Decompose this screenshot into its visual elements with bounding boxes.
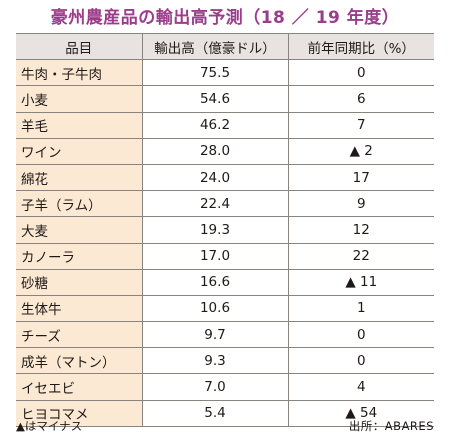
yoy-change-cell: 1 — [287, 294, 434, 323]
item-name-cell: 綿花 — [16, 163, 142, 192]
yoy-change-cell: ▲ 2 — [287, 137, 434, 165]
item-name-cell: カノーラ — [16, 242, 142, 270]
table-row: 小麦 54.6 6 — [16, 85, 434, 113]
export-value-cell: 9.3 — [141, 347, 288, 375]
yoy-change-cell: 22 — [287, 242, 434, 270]
item-name-cell: チーズ — [16, 321, 142, 349]
export-value-cell: 75.5 — [141, 59, 288, 87]
table-row: ヒヨコマメ 5.4 ▲ 54 — [16, 399, 434, 427]
export-value-cell: 5.4 — [141, 399, 288, 427]
yoy-change-cell: ▲ 11 — [287, 268, 434, 296]
export-value-cell: 24.0 — [141, 163, 288, 192]
export-value-cell: 54.6 — [141, 85, 288, 113]
table-row: 羊毛 46.2 7 — [16, 111, 434, 139]
column-header-item: 品目 — [16, 32, 142, 61]
yoy-change-cell: 6 — [287, 85, 434, 113]
export-value-cell: 22.4 — [141, 190, 288, 218]
page-title: 豪州農産品の輸出高予測（18 ／ 19 年度） — [50, 8, 400, 28]
table-header-row: 品目 輸出高（億豪ドル） 前年同期比（%） — [16, 32, 434, 61]
column-header-yoy-change: 前年同期比（%） — [287, 32, 434, 61]
table-row: 子羊（ラム） 22.4 9 — [16, 190, 434, 218]
item-name-cell: ワイン — [16, 137, 142, 165]
item-name-cell: 砂糖 — [16, 268, 142, 296]
table-row: 牛肉・子牛肉 75.5 0 — [16, 59, 434, 87]
yoy-change-cell: 9 — [287, 190, 434, 218]
item-name-cell: 牛肉・子牛肉 — [16, 59, 142, 87]
yoy-change-cell: ▲ 54 — [287, 399, 434, 427]
item-name-cell: 小麦 — [16, 85, 142, 113]
table-row: ワイン 28.0 ▲ 2 — [16, 137, 434, 165]
yoy-change-cell: 12 — [287, 216, 434, 244]
yoy-change-cell: 0 — [287, 321, 434, 349]
yoy-change-cell: 0 — [287, 59, 434, 87]
table-row: チーズ 9.7 0 — [16, 321, 434, 349]
item-name-cell: 成羊（マトン） — [16, 347, 142, 375]
column-header-export-value: 輸出高（億豪ドル） — [141, 32, 288, 61]
table-row: カノーラ 17.0 22 — [16, 242, 434, 270]
minus-note: ▲はマイナス — [16, 419, 83, 433]
yoy-change-cell: 0 — [287, 347, 434, 375]
export-value-cell: 16.6 — [141, 268, 288, 296]
table-row: 綿花 24.0 17 — [16, 163, 434, 192]
yoy-change-cell: 7 — [287, 111, 434, 139]
table-row: 成羊（マトン） 9.3 0 — [16, 347, 434, 375]
export-forecast-table: 品目 輸出高（億豪ドル） 前年同期比（%） 牛肉・子牛肉 75.5 0 小麦 54.6 6… — [16, 32, 434, 427]
export-value-cell: 28.0 — [141, 137, 288, 165]
export-value-cell: 9.7 — [141, 321, 288, 349]
table-row: イセエビ 7.0 4 — [16, 373, 434, 401]
table-row: 生体牛 10.6 1 — [16, 294, 434, 323]
item-name-cell: イセエビ — [16, 373, 142, 401]
item-name-cell: 羊毛 — [16, 111, 142, 139]
yoy-change-cell: 4 — [287, 373, 434, 401]
yoy-change-cell: 17 — [287, 163, 434, 192]
export-value-cell: 7.0 — [141, 373, 288, 401]
export-value-cell: 46.2 — [141, 111, 288, 139]
table-row: 大麦 19.3 12 — [16, 216, 434, 244]
table-row: 砂糖 16.6 ▲ 11 — [16, 268, 434, 296]
export-value-cell: 10.6 — [141, 294, 288, 323]
export-value-cell: 17.0 — [141, 242, 288, 270]
item-name-cell: ヒヨコマメ — [16, 399, 142, 427]
item-name-cell: 子羊（ラム） — [16, 190, 142, 218]
source-note: 出所：ABARES — [348, 419, 434, 433]
item-name-cell: 生体牛 — [16, 294, 142, 323]
item-name-cell: 大麦 — [16, 216, 142, 244]
table-body: 牛肉・子牛肉 75.5 0 小麦 54.6 6 羊毛 46.2 7 ワイン 28.0 ▲ 2 綿花 24.… — [16, 59, 434, 427]
export-value-cell: 19.3 — [141, 216, 288, 244]
